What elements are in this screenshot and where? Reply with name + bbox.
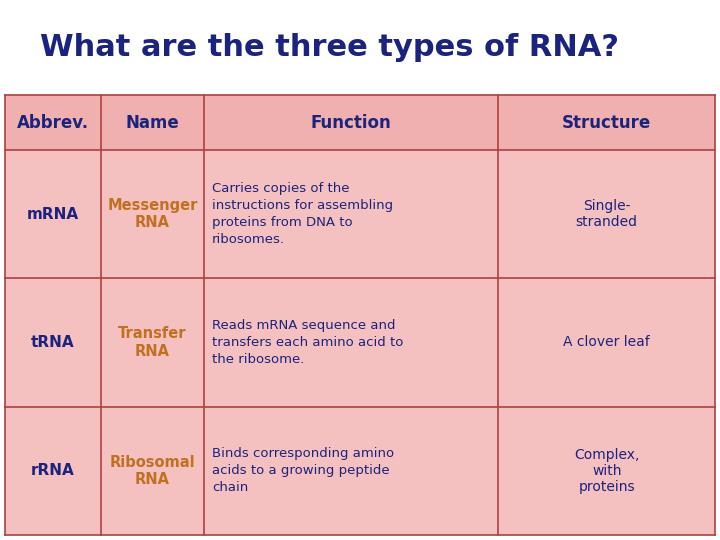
Text: tRNA: tRNA — [31, 335, 75, 350]
Text: Ribosomal
RNA: Ribosomal RNA — [109, 455, 195, 487]
Text: Structure: Structure — [562, 113, 652, 132]
Text: Name: Name — [125, 113, 179, 132]
Text: What are the three types of RNA?: What are the three types of RNA? — [40, 33, 619, 62]
Text: Single-
stranded: Single- stranded — [576, 199, 638, 230]
Text: Carries copies of the
instructions for assembling
proteins from DNA to
ribosomes: Carries copies of the instructions for a… — [212, 182, 393, 246]
Text: Binds corresponding amino
acids to a growing peptide
chain: Binds corresponding amino acids to a gro… — [212, 447, 394, 494]
Bar — [5, 278, 715, 407]
Text: Messenger
RNA: Messenger RNA — [107, 198, 197, 231]
Text: Transfer
RNA: Transfer RNA — [118, 326, 186, 359]
Bar — [5, 95, 715, 150]
Text: rRNA: rRNA — [31, 463, 75, 478]
Text: Complex,
with
proteins: Complex, with proteins — [574, 448, 639, 494]
Text: A clover leaf: A clover leaf — [563, 335, 650, 349]
Text: Reads mRNA sequence and
transfers each amino acid to
the ribosome.: Reads mRNA sequence and transfers each a… — [212, 319, 403, 366]
Text: Abbrev.: Abbrev. — [17, 113, 89, 132]
Bar — [5, 150, 715, 278]
Text: mRNA: mRNA — [27, 207, 79, 221]
Bar — [5, 407, 715, 535]
Text: Function: Function — [311, 113, 392, 132]
